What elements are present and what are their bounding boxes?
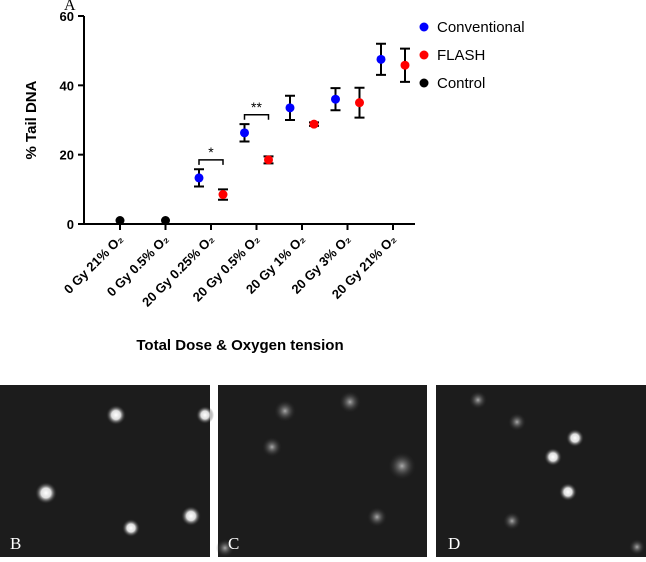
data-point [309,119,319,129]
data-point [264,155,273,165]
y-axis-title: % Tail DNA [23,80,40,159]
legend-label: Control [437,75,485,92]
data-point [376,54,386,64]
legend-label: FLASH [437,47,485,64]
significance-label: ** [251,99,262,115]
y-tick-label: 0 [67,217,74,232]
significance-label: * [208,144,214,160]
micrograph: B [0,385,214,557]
panel-label: D [448,534,460,553]
panel-label: B [10,534,21,553]
data-point [115,216,125,226]
panel-label: A [64,0,76,14]
legend-marker [419,78,429,88]
micrograph: D [436,385,646,557]
data-point [161,216,170,226]
data-point [355,98,364,108]
significance-bracket [243,114,270,120]
data-point [194,173,204,183]
y-tick-label: 40 [60,78,74,93]
legend-marker [419,50,429,60]
panel-label: C [228,534,239,553]
data-point [400,60,410,70]
y-tick-label: 60 [60,9,74,24]
significance-bracket [198,159,224,165]
legend-label: Conventional [437,19,525,36]
legend-marker [419,22,429,32]
x-axis-title: Total Dose & Oxygen tension [136,337,343,354]
data-point [240,128,249,138]
data-point [331,94,340,104]
micrograph: C [216,385,427,557]
y-tick-label: 20 [60,148,74,163]
data-point [218,190,228,200]
data-point [285,103,295,113]
